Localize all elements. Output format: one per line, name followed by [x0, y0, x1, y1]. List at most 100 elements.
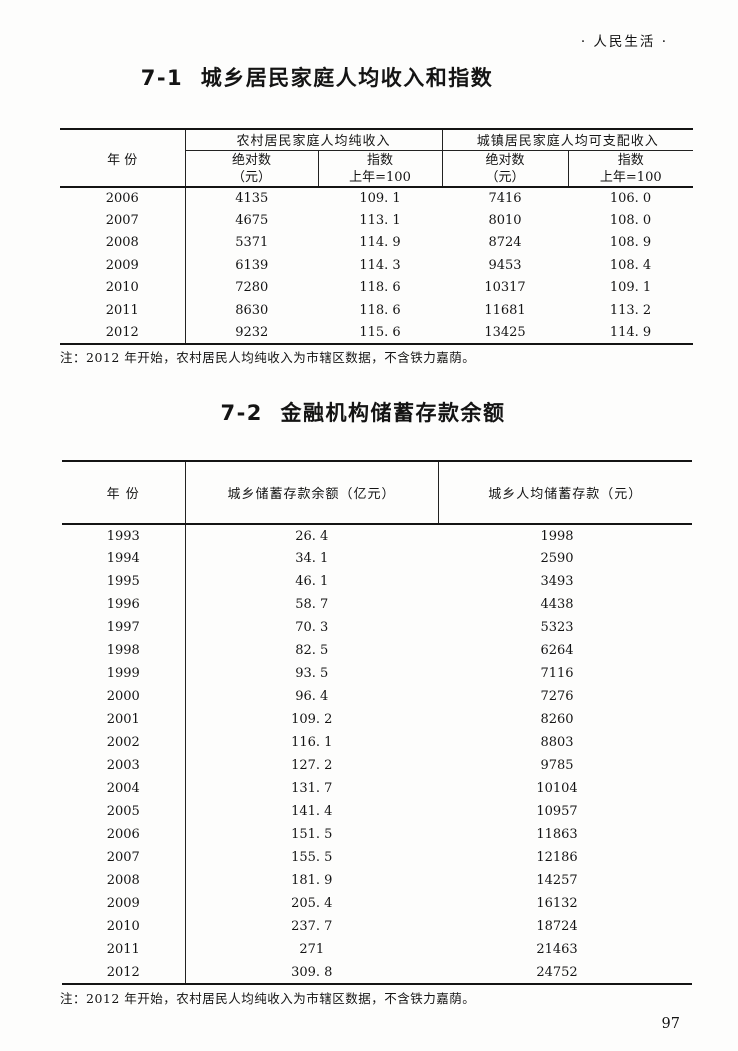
income-table-group-header-row: 年 份 农村居民家庭人均纯收入 城镇居民家庭人均可支配收入 [60, 129, 694, 187]
page-number: 97 [661, 1016, 680, 1032]
savings-table-row: 2006 151. 5 11863 [62, 823, 692, 846]
year-column-header: 年 份 [62, 461, 186, 524]
year-cell: 2004 [62, 777, 186, 800]
income-table-row: 2012 9232 115. 6 13425 114. 9 [60, 321, 693, 344]
per-capita-cell: 1998 [540, 528, 574, 544]
savings-table-row: 1993 26. 4 1998 [62, 524, 692, 547]
rural-index-cell: 118. 6 [359, 302, 401, 318]
income-table-row: 2011 8630 118. 6 11681 113. 2 [60, 298, 693, 322]
per-capita-cell: 7276 [540, 689, 574, 704]
urban-absolute-cell: 8010 [488, 213, 522, 229]
year-cell: 2005 [62, 800, 186, 823]
running-head: · 人民生活 · [580, 34, 668, 50]
rural-index-cell: 109. 1 [359, 191, 401, 207]
balance-cell: 141. 4 [291, 804, 333, 819]
income-table-row: 2010 7280 118. 6 10317 109. 1 [60, 276, 693, 299]
year-cell: 2006 [60, 187, 186, 210]
balance-cell: 271 [299, 942, 325, 957]
urban-index-cell: 109. 1 [609, 280, 652, 296]
balance-cell: 70. 3 [295, 620, 329, 635]
savings-table-row: 2009 205. 4 16132 [62, 892, 692, 915]
balance-cell: 82. 5 [295, 643, 329, 658]
table2-footnote: 注：2012 年开始，农村居民人均纯收入为市辖区数据，不含铁力嘉荫。 [60, 991, 476, 1006]
savings-table-header-row: 年 份 城乡储蓄存款余额（亿元） 城乡人均储蓄存款（元） [62, 461, 692, 524]
per-capita-cell: 9785 [540, 758, 574, 773]
balance-cell: 181. 9 [291, 873, 333, 888]
rural-absolute-header-line1: 绝对数 [231, 152, 271, 168]
income-table-sub-header-row: 绝对数 （元） 指数 上年=100 绝对数 （元） 指数 上年=100 [60, 150, 694, 187]
rural-absolute-cell: 9232 [235, 324, 269, 340]
balance-cell: 237. 7 [291, 919, 333, 934]
rural-index-header-line2: 上年=100 [349, 169, 411, 185]
savings-table-row: 2008 181. 9 14257 [62, 869, 692, 892]
year-cell: 1993 [62, 524, 186, 547]
table1-footnote: 注：2012 年开始，农村居民人均纯收入为市辖区数据，不含铁力嘉荫。 [60, 350, 476, 365]
income-table-row: 2007 4675 113. 1 8010 108. 0 [60, 209, 693, 232]
balance-cell: 205. 4 [291, 896, 333, 911]
income-table-row: 2009 6139 114. 3 9453 108. 4 [60, 254, 693, 277]
rural-absolute-cell: 5371 [235, 235, 269, 251]
urban-index-header: 指数 上年=100 [567, 150, 694, 187]
year-cell: 2009 [62, 892, 186, 915]
urban-index-cell: 106. 0 [609, 191, 652, 207]
urban-absolute-cell: 10317 [484, 280, 526, 296]
per-capita-cell: 24752 [536, 964, 578, 980]
urban-index-cell: 113. 2 [609, 302, 652, 318]
balance-cell: 116. 1 [291, 735, 333, 750]
savings-table-row: 2007 155. 5 12186 [62, 846, 692, 869]
year-cell: 2010 [62, 915, 186, 938]
rural-index-cell: 115. 6 [359, 324, 401, 340]
urban-index-cell: 108. 0 [609, 213, 652, 229]
per-capita-cell: 2590 [540, 551, 574, 566]
rural-absolute-cell: 6139 [235, 257, 269, 273]
per-capita-cell: 10957 [536, 804, 578, 819]
income-table-row: 2006 4135 109. 1 7416 106. 0 [60, 187, 693, 210]
savings-table-row: 1997 70. 3 5323 [62, 616, 692, 639]
balance-cell: 109. 2 [291, 712, 333, 727]
savings-table-row: 2000 96. 4 7276 [62, 685, 692, 708]
rural-absolute-header: 绝对数 （元） [185, 150, 318, 187]
rural-index-cell: 114. 9 [359, 235, 401, 251]
rural-absolute-cell: 8630 [235, 302, 269, 318]
balance-cell: 131. 7 [291, 781, 333, 796]
year-cell: 2007 [60, 209, 186, 232]
per-capita-cell: 18724 [536, 919, 578, 934]
savings-table-row: 1995 46. 1 3493 [62, 570, 692, 593]
per-capita-cell: 4438 [540, 597, 574, 612]
table1-title: 7-1 城乡居民家庭人均收入和指数 [140, 66, 494, 90]
savings-table-row: 2011 271 21463 [62, 938, 692, 961]
rural-absolute-header-line2: （元） [231, 169, 271, 185]
rural-index-cell: 113. 1 [359, 213, 401, 229]
per-capita-cell: 10104 [536, 781, 578, 796]
year-cell: 2008 [62, 869, 186, 892]
urban-absolute-header: 绝对数 （元） [441, 150, 569, 187]
income-table-row: 2008 5371 114. 9 8724 108. 9 [60, 231, 693, 255]
per-capita-column-header: 城乡人均储蓄存款（元） [437, 461, 692, 524]
rural-absolute-cell: 4675 [235, 213, 269, 229]
per-capita-cell: 11863 [536, 827, 578, 842]
rural-absolute-cell: 7280 [235, 280, 269, 296]
rural-index-header-line1: 指数 [367, 152, 394, 168]
savings-table-row: 2005 141. 4 10957 [62, 800, 692, 823]
savings-table-row: 1998 82. 5 6264 [62, 639, 692, 662]
savings-table-row: 2003 127. 2 9785 [62, 754, 692, 777]
year-cell: 1998 [62, 639, 186, 662]
year-cell: 2011 [60, 298, 186, 322]
year-cell: 2012 [60, 321, 186, 344]
rural-absolute-cell: 4135 [235, 191, 269, 207]
year-cell: 1999 [62, 662, 186, 685]
urban-index-header-line2: 上年=100 [599, 169, 662, 185]
per-capita-cell: 5323 [540, 620, 574, 635]
urban-group-header: 城镇居民家庭人均可支配收入 [441, 129, 694, 151]
year-cell: 1994 [62, 547, 186, 570]
rural-index-header: 指数 上年=100 [317, 150, 443, 187]
year-cell: 1995 [62, 570, 186, 593]
urban-absolute-cell: 13425 [484, 324, 526, 340]
year-cell: 1997 [62, 616, 186, 639]
balance-cell: 26. 4 [295, 528, 329, 544]
table2-title: 7-2 金融机构储蓄存款余额 [220, 401, 506, 425]
balance-cell: 96. 4 [295, 689, 329, 704]
urban-absolute-cell: 7416 [488, 191, 522, 207]
per-capita-cell: 12186 [536, 850, 578, 865]
